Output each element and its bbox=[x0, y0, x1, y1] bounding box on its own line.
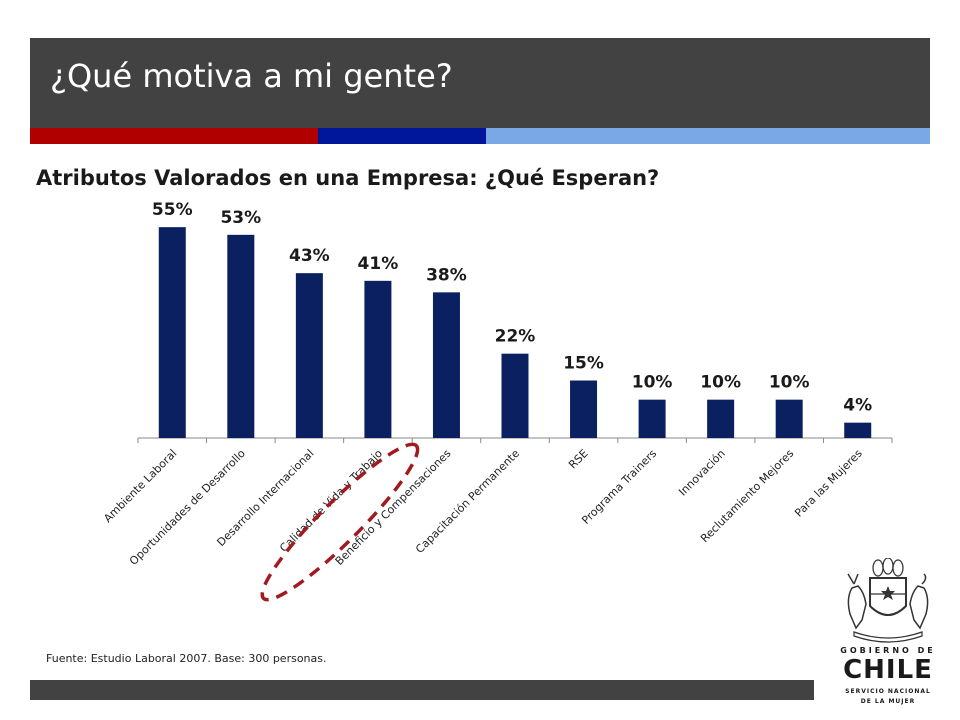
bar-9 bbox=[707, 399, 735, 438]
data-label: 22% bbox=[495, 327, 536, 347]
chart-title: Atributos Valorados en una Empresa: ¿Qué… bbox=[36, 166, 660, 190]
data-label: 10% bbox=[632, 373, 673, 393]
gobierno-de-chile-logo: GOBIERNO DE CHILE SERVICIO NACIONAL DE L… bbox=[832, 557, 944, 710]
bar-8 bbox=[638, 399, 666, 438]
x-tick-label: Programa Trainers bbox=[579, 447, 659, 527]
data-label: 41% bbox=[358, 254, 399, 274]
bar-3 bbox=[295, 273, 323, 438]
logo-line-gobierno: GOBIERNO DE bbox=[840, 646, 936, 655]
stripe-light-blue bbox=[486, 128, 930, 144]
page-title: ¿Qué motiva a mi gente? bbox=[50, 57, 453, 95]
x-tick-label: Oportunidades de Desarrollo bbox=[127, 447, 248, 568]
data-label: 53% bbox=[220, 208, 261, 228]
bar-5 bbox=[432, 292, 460, 438]
data-label: 10% bbox=[769, 373, 810, 393]
bar-11 bbox=[844, 422, 872, 438]
bar-10 bbox=[775, 399, 803, 438]
data-label: 15% bbox=[563, 354, 604, 374]
logo-line-servicio: SERVICIO NACIONAL bbox=[845, 688, 931, 695]
x-tick-label: Innovación bbox=[676, 447, 728, 499]
bar-1 bbox=[158, 227, 186, 438]
data-label: 43% bbox=[289, 246, 330, 266]
x-tick-label: Beneficio y Compensaciones bbox=[333, 447, 454, 568]
highlight-ellipse bbox=[260, 442, 420, 602]
logo-line-mujer: DE LA MUJER bbox=[860, 698, 916, 705]
x-tick-label: RSE bbox=[566, 447, 590, 471]
source-note: Fuente: Estudio Laboral 2007. Base: 300 … bbox=[46, 652, 327, 665]
x-tick-label: Para las Mujeres bbox=[792, 447, 865, 520]
x-tick-label: Ambiente Laboral bbox=[101, 447, 179, 525]
bar-2 bbox=[227, 234, 255, 438]
data-label: 38% bbox=[426, 265, 467, 285]
logo-line-chile: CHILE bbox=[843, 655, 933, 685]
stripe-red bbox=[30, 128, 318, 144]
coat-of-arms-icon bbox=[847, 557, 929, 643]
data-label: 55% bbox=[152, 200, 193, 220]
bar-7 bbox=[570, 380, 598, 438]
title-bar: ¿Qué motiva a mi gente? bbox=[30, 38, 930, 128]
bar-4 bbox=[364, 280, 392, 438]
bar-6 bbox=[501, 353, 529, 438]
data-label: 4% bbox=[843, 396, 872, 416]
stripe-blue bbox=[318, 128, 486, 144]
data-label: 10% bbox=[700, 373, 741, 393]
footer-bar bbox=[30, 680, 814, 700]
